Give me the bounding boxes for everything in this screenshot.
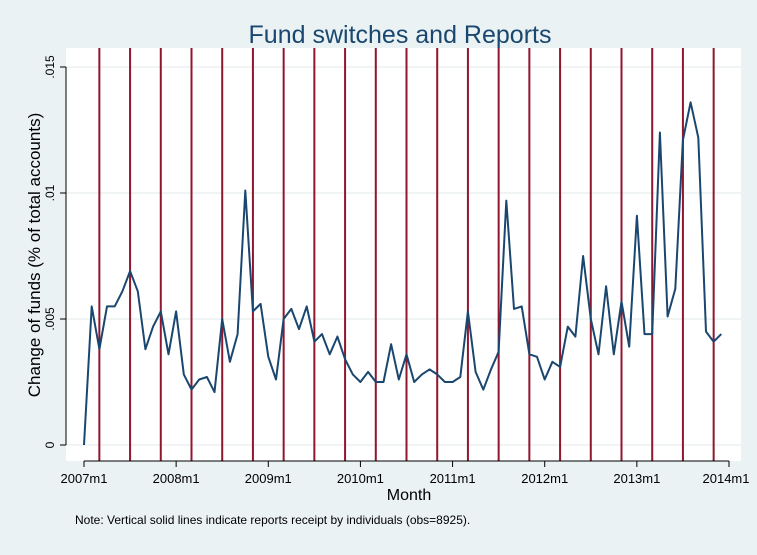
x-tick-label: 2011m1 [430,471,476,486]
report-lines-layer [98,48,715,461]
y-axis-label: Change of funds (% of total accounts) [25,113,44,397]
y-tick-label: .01 [43,184,57,201]
series-layer [83,101,723,446]
x-tick-label: 2009m1 [245,471,292,486]
x-axis-label: Month [387,487,431,504]
chart-note: Note: Vertical solid lines indicate repo… [75,513,470,527]
x-tick-label: 2012m1 [521,471,568,486]
x-tick-label: 2013m1 [613,471,660,486]
axis-layer: 0 .005 .01 .015 2007m1 2008m1 2009m1 2010m1 2011… [43,55,749,486]
x-tick-label: 2010m1 [337,471,384,486]
x-tick-label: 2008m1 [153,471,200,486]
y-tick-label: .005 [43,307,57,331]
y-tick-label: .015 [43,55,57,79]
x-tick-label: 2014m1 [703,471,750,486]
y-tick-label: 0 [43,441,57,448]
x-tick-label: 2007m1 [61,471,108,486]
grid-layer [66,66,741,446]
plot-area [66,48,741,461]
chart-title: Fund switches and Reports [249,21,552,49]
series-line [83,101,723,446]
